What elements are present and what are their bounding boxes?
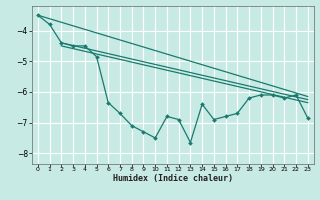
X-axis label: Humidex (Indice chaleur): Humidex (Indice chaleur) [113, 174, 233, 183]
